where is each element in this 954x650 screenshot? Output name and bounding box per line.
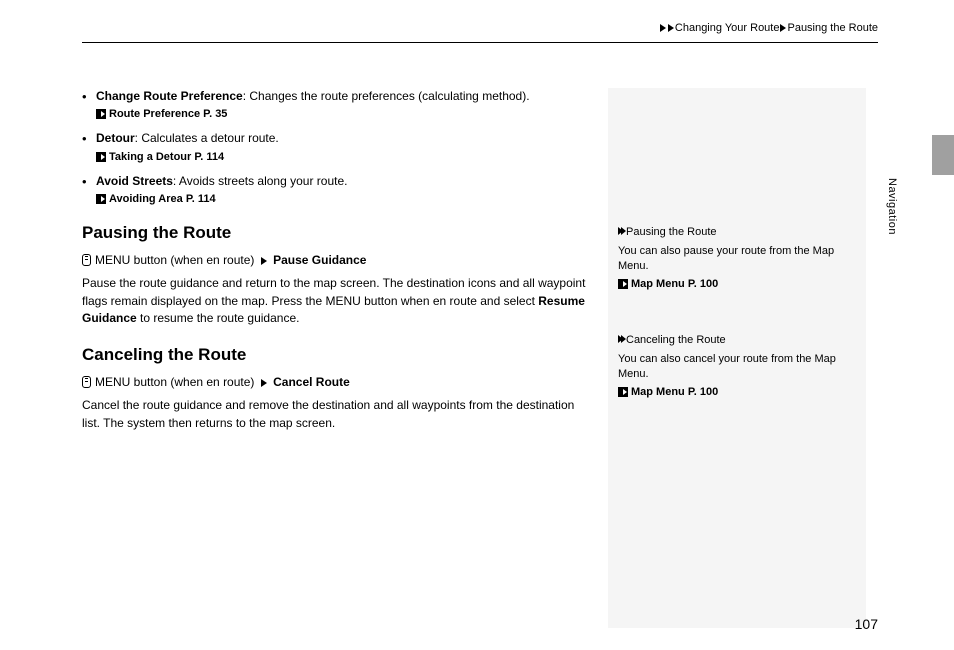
chevron-right-icon: [660, 24, 666, 32]
link-icon: [96, 194, 106, 204]
link-icon: [96, 152, 106, 162]
ref-page: P. 35: [203, 108, 227, 120]
ref-label: Avoiding Area: [109, 193, 183, 205]
bullet-title: Change Route Preference: [96, 89, 243, 103]
ref-label: Route Preference: [109, 108, 200, 120]
ref-page: P. 114: [186, 193, 216, 205]
link-icon: [96, 109, 106, 119]
breadcrumb-seg-2: Pausing the Route: [787, 22, 878, 34]
main-content: Change Route Preference: Changes the rou…: [82, 88, 592, 432]
chevron-right-icon: [668, 24, 674, 32]
sidebar-ref: Map Menu P. 100: [618, 278, 856, 290]
breadcrumb: Changing Your Route Pausing the Route: [659, 22, 878, 34]
section-side-label: Navigation: [886, 178, 898, 235]
menu-prefix: MENU button (when en route): [95, 253, 254, 267]
triangle-right-icon: [261, 379, 267, 387]
breadcrumb-seg-1: Changing Your Route: [675, 22, 780, 34]
heading-pausing: Pausing the Route: [82, 223, 592, 243]
menu-target: Pause Guidance: [273, 253, 366, 267]
bullet-title: Detour: [96, 131, 135, 145]
heading-canceling: Canceling the Route: [82, 345, 592, 365]
page: Changing Your Route Pausing the Route Nav…: [0, 0, 954, 650]
ref-page: P. 100: [688, 386, 718, 398]
body-text: Pause the route guidance and return to t…: [82, 275, 592, 327]
triangle-right-icon: [261, 257, 267, 265]
chevron-right-icon: [780, 24, 786, 32]
bullet-desc: : Calculates a detour route.: [135, 131, 279, 145]
menu-button-icon: [82, 376, 91, 388]
menu-path: MENU button (when en route) Pause Guidan…: [82, 253, 592, 267]
sidebar-block: Canceling the Route You can also cancel …: [608, 334, 866, 398]
cross-ref: Route Preference P. 35: [82, 108, 592, 120]
bullet-desc: : Changes the route preferences (calcula…: [243, 89, 530, 103]
ref-label: Taking a Detour: [109, 151, 191, 163]
sidebar-head-text: Pausing the Route: [626, 226, 717, 238]
info-sidebar: Pausing the Route You can also pause you…: [608, 88, 866, 628]
menu-button-icon: [82, 254, 91, 266]
body-2: to resume the route guidance.: [137, 311, 300, 325]
body-1: Pause the route guidance and return to t…: [82, 276, 585, 307]
link-icon: [618, 387, 628, 397]
sidebar-body: You can also pause your route from the M…: [618, 244, 856, 275]
sidebar-head-text: Canceling the Route: [626, 334, 726, 346]
top-divider: [82, 42, 878, 43]
ref-page: P. 100: [688, 278, 718, 290]
bullet-desc: : Avoids streets along your route.: [173, 174, 348, 188]
cross-ref: Avoiding Area P. 114: [82, 193, 592, 205]
menu-target: Cancel Route: [273, 375, 350, 389]
body-text: Cancel the route guidance and remove the…: [82, 397, 592, 432]
sidebar-ref: Map Menu P. 100: [618, 386, 856, 398]
sidebar-block: Pausing the Route You can also pause you…: [608, 226, 866, 290]
list-item: Change Route Preference: Changes the rou…: [82, 88, 592, 105]
bullet-title: Avoid Streets: [96, 174, 173, 188]
sidebar-heading: Canceling the Route: [618, 334, 856, 346]
menu-path: MENU button (when en route) Cancel Route: [82, 375, 592, 389]
bullet-list: Change Route Preference: Changes the rou…: [82, 88, 592, 205]
list-item: Avoid Streets: Avoids streets along your…: [82, 173, 592, 190]
link-icon: [618, 279, 628, 289]
cross-ref: Taking a Detour P. 114: [82, 151, 592, 163]
menu-prefix: MENU button (when en route): [95, 375, 254, 389]
double-chevron-icon: [618, 334, 624, 346]
ref-page: P. 114: [194, 151, 224, 163]
sidebar-heading: Pausing the Route: [618, 226, 856, 238]
list-item: Detour: Calculates a detour route.: [82, 130, 592, 147]
sidebar-body: You can also cancel your route from the …: [618, 352, 856, 383]
double-chevron-icon: [618, 226, 624, 238]
thumb-tab: [932, 135, 954, 175]
ref-label: Map Menu: [631, 386, 685, 398]
page-number: 107: [855, 616, 878, 632]
ref-label: Map Menu: [631, 278, 685, 290]
